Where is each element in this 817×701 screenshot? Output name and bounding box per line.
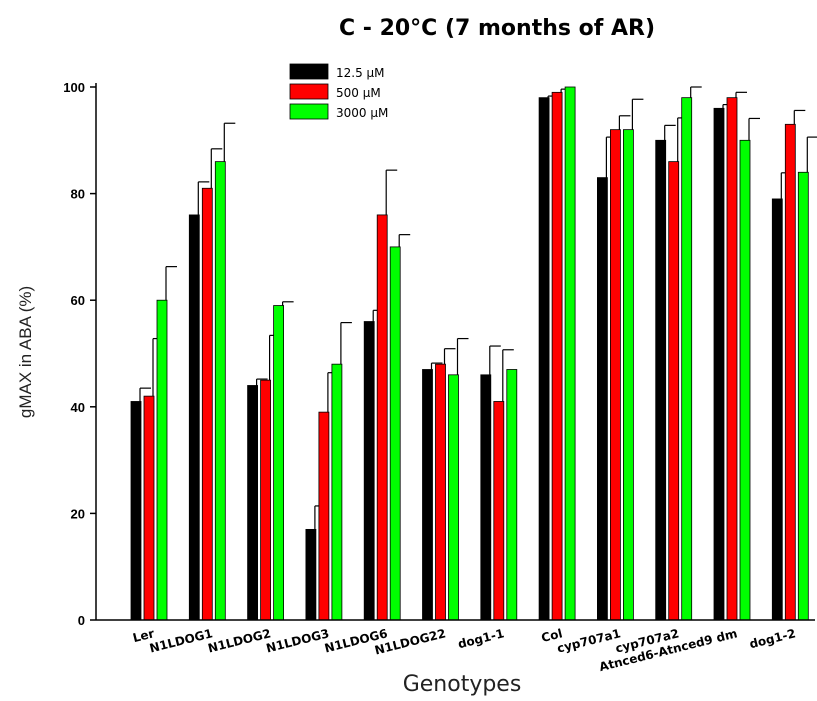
bar <box>318 411 330 621</box>
y-axis-label: gMAX in ABA (%) <box>16 286 35 418</box>
bar <box>623 129 634 621</box>
bar <box>389 246 401 621</box>
legend-swatch-3000 <box>289 103 329 120</box>
bar <box>130 401 142 621</box>
x-tick-label: dog1-1 <box>456 626 505 651</box>
bar <box>376 214 388 621</box>
y-tick-label: 60 <box>71 293 85 308</box>
x-tick-label: Ler <box>131 626 156 645</box>
legend-swatch-500 <box>289 83 329 100</box>
bar <box>538 97 550 621</box>
bar <box>771 198 783 621</box>
bar <box>331 363 343 621</box>
bar <box>305 528 317 621</box>
x-tick-label: N1LDOG2 <box>206 626 272 655</box>
bar-series-group <box>130 86 817 621</box>
bar <box>201 187 213 621</box>
bar <box>506 369 518 621</box>
bar <box>214 161 226 621</box>
bar <box>435 363 446 621</box>
bar <box>480 374 492 621</box>
x-axis-label: Genotypes <box>403 672 522 697</box>
x-tick-label: Col <box>540 626 564 645</box>
y-tick-label: 20 <box>71 506 85 521</box>
bar <box>713 107 725 621</box>
legend-label-12-5: 12.5 µM <box>336 66 385 80</box>
bar <box>726 97 738 621</box>
bar <box>188 214 200 621</box>
bar <box>597 177 608 621</box>
y-tick-label: 80 <box>71 187 85 202</box>
x-tick-label: cyp707a1 <box>556 626 622 655</box>
bar <box>493 401 505 621</box>
bar <box>273 305 285 621</box>
y-tick-label: 40 <box>71 400 85 415</box>
y-tick-label: 100 <box>63 80 85 95</box>
bar <box>797 171 809 621</box>
bar <box>668 161 680 621</box>
y-tick-label: 0 <box>78 613 85 628</box>
chart-title: C - 20°C (7 months of AR) <box>339 16 655 41</box>
bar <box>422 369 433 621</box>
bar <box>610 129 621 621</box>
bar <box>739 139 751 621</box>
bar <box>448 374 459 621</box>
legend: 12.5 µM 500 µM 3000 µM <box>289 63 388 120</box>
legend-swatch-12-5 <box>289 63 329 80</box>
bar <box>143 395 155 621</box>
bar <box>247 385 259 621</box>
bar <box>156 299 168 621</box>
bar <box>784 123 796 621</box>
bar <box>260 379 272 621</box>
bar <box>363 321 375 621</box>
y-axis: 0 20 40 60 80 100 <box>63 80 97 628</box>
x-tick-label: dog1-2 <box>748 626 797 651</box>
bar <box>655 139 667 621</box>
x-tick-label: N1LDOG1 <box>148 626 214 655</box>
bar <box>551 91 563 621</box>
x-tick-label: N1LDOG3 <box>265 626 331 655</box>
legend-label-500: 500 µM <box>336 86 381 100</box>
bar <box>681 97 693 621</box>
bar <box>564 86 576 621</box>
legend-label-3000: 3000 µM <box>336 106 388 120</box>
